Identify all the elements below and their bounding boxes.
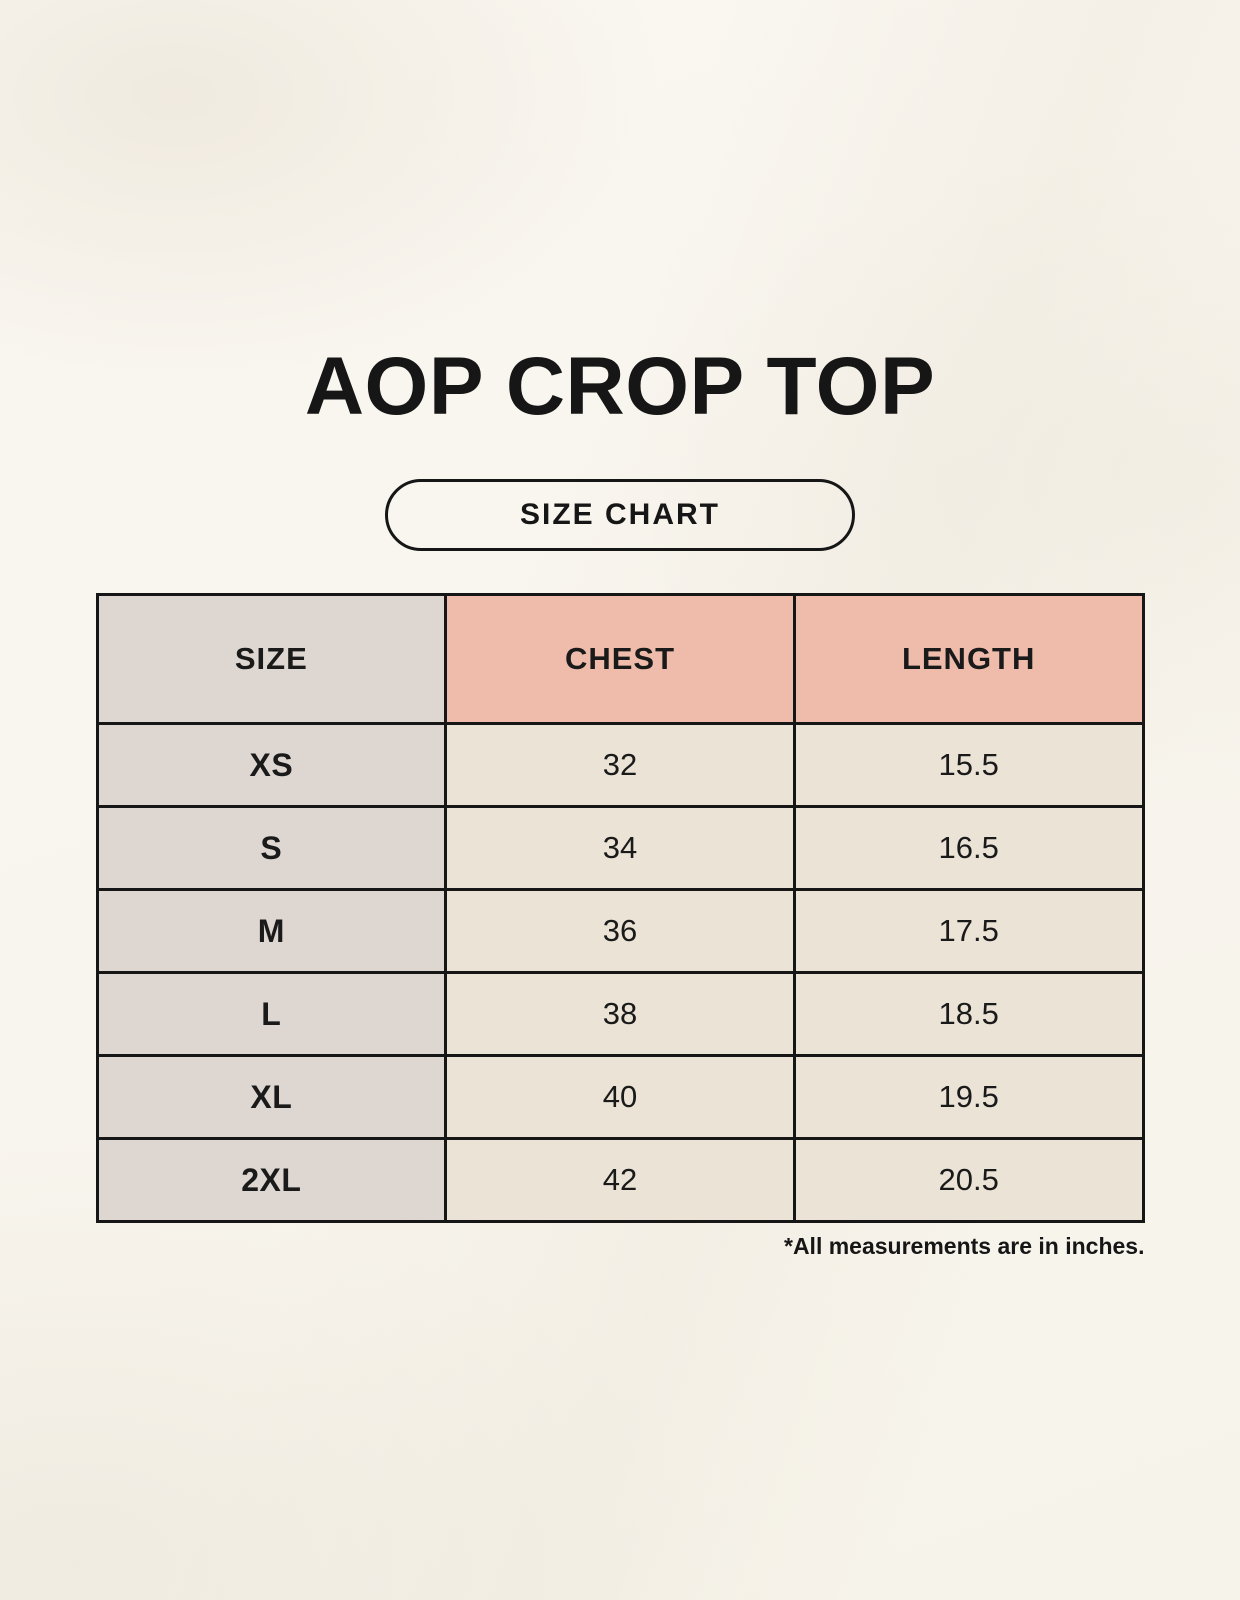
header-row: SIZE CHEST LENGTH [95, 593, 1145, 725]
table-row: XS 32 15.5 [95, 722, 1145, 808]
column-header-length: LENGTH [792, 593, 1145, 725]
table-row: L 38 18.5 [95, 971, 1145, 1057]
length-cell: 17.5 [792, 888, 1145, 974]
size-chart-badge: SIZE CHART [385, 479, 855, 551]
length-cell: 16.5 [792, 805, 1145, 891]
table-row: 2XL 42 20.5 [95, 1137, 1145, 1223]
chest-cell: 32 [444, 722, 796, 808]
page-title: AOP CROP TOP [304, 341, 936, 432]
size-chart-table-container: SIZE CHEST LENGTH XS 32 15.5 S 34 16.5 M [95, 593, 1145, 1260]
chest-cell: 34 [444, 805, 796, 891]
size-cell: XS [95, 722, 448, 808]
length-cell: 20.5 [792, 1137, 1145, 1223]
table-row: XL 40 19.5 [95, 1054, 1145, 1140]
size-cell: XL [95, 1054, 448, 1140]
size-cell: 2XL [95, 1137, 448, 1223]
size-cell: L [95, 971, 448, 1057]
table-row: M 36 17.5 [95, 888, 1145, 974]
column-header-size: SIZE [95, 593, 448, 725]
size-cell: M [95, 888, 448, 974]
column-header-chest: CHEST [444, 593, 796, 725]
chest-cell: 36 [444, 888, 796, 974]
chest-cell: 42 [444, 1137, 796, 1223]
length-cell: 15.5 [792, 722, 1145, 808]
size-cell: S [95, 805, 448, 891]
size-chart-table: SIZE CHEST LENGTH XS 32 15.5 S 34 16.5 M [95, 593, 1145, 1223]
measurements-footnote: *All measurements are in inches. [784, 1233, 1145, 1259]
length-cell: 19.5 [792, 1054, 1145, 1140]
length-cell: 18.5 [792, 971, 1145, 1057]
chest-cell: 40 [444, 1054, 796, 1140]
chest-cell: 38 [444, 971, 796, 1057]
size-chart-badge-label: SIZE CHART [520, 498, 720, 531]
table-row: S 34 16.5 [95, 805, 1145, 891]
